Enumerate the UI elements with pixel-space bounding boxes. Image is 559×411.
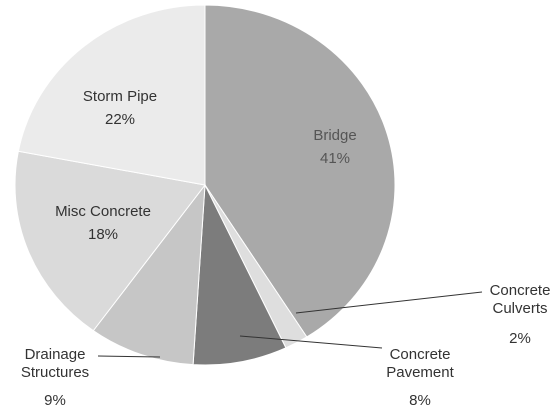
slice-label: Concrete Culverts [489, 282, 551, 317]
slice-value: 2% [509, 330, 531, 347]
slice-label: Concrete Pavement [386, 346, 454, 381]
slice-value: 22% [104, 111, 136, 128]
leader-line [239, 335, 383, 349]
pie-slice [14, 150, 206, 332]
leader-line [97, 355, 161, 358]
pie-slice [192, 183, 287, 366]
slice-label: Bridge [313, 127, 357, 144]
slice-value: 8% [409, 392, 431, 409]
slice-label: Storm Pipe [82, 88, 158, 105]
slice-value: 18% [87, 226, 119, 243]
slice-value: 9% [44, 392, 66, 409]
slices [14, 4, 396, 366]
slice-label: Drainage Structures [20, 346, 90, 381]
pie-slice [204, 4, 396, 338]
leader-line [295, 291, 483, 314]
slice-value: 41% [319, 150, 351, 167]
slice-label: Misc Concrete [55, 203, 151, 220]
pie-slice [17, 4, 206, 186]
pie-slice [92, 183, 206, 366]
